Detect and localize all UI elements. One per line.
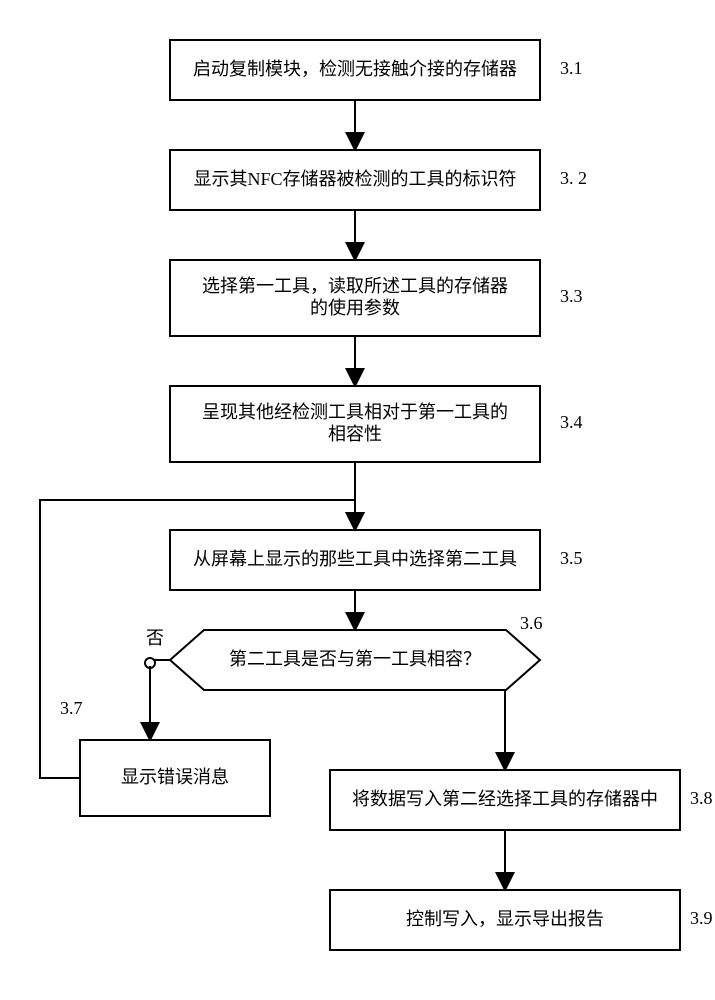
edge-label: 否 (146, 628, 164, 648)
node-text: 显示错误消息 (121, 767, 229, 787)
node-n8: 将数据写入第二经选择工具的存储器中 3.8 (330, 770, 713, 830)
node-text: 显示其NFC存储器被检测的工具的标识符 (193, 169, 516, 189)
node-n1: 启动复制模块，检测无接触介接的存储器 3.1 (170, 40, 583, 100)
node-label: 3.7 (60, 698, 83, 718)
node-text: 相容性 (328, 424, 382, 444)
node-label: 3.4 (560, 412, 583, 432)
node-label: 3. 2 (560, 168, 587, 188)
node-n9: 控制写入，显示导出报告 3.9 (330, 890, 713, 950)
node-text: 的使用参数 (310, 298, 400, 318)
node-label: 3.6 (520, 613, 543, 633)
node-text: 控制写入，显示导出报告 (406, 909, 604, 929)
node-n3: 选择第一工具，读取所述工具的存储器的使用参数 3.3 (170, 260, 583, 336)
node-text: 将数据写入第二经选择工具的存储器中 (352, 789, 658, 809)
node-label: 3.3 (560, 286, 583, 306)
flowchart: 否 启动复制模块，检测无接触介接的存储器 3.1 显示其NFC存储器被检测的工具的标识… (0, 0, 715, 1000)
node-n7: 显示错误消息 3.7 (60, 698, 270, 816)
node-text: 从屏幕上显示的那些工具中选择第二工具 (193, 549, 517, 569)
node-n4: 呈现其他经检测工具相对于第一工具的相容性 3.4 (170, 386, 583, 462)
node-label: 3.1 (560, 58, 583, 78)
node-label: 3.5 (560, 548, 583, 568)
node-text: 呈现其他经检测工具相对于第一工具的 (202, 402, 508, 422)
node-text: 启动复制模块，检测无接触介接的存储器 (193, 59, 517, 79)
node-n5: 从屏幕上显示的那些工具中选择第二工具 3.5 (170, 530, 583, 590)
node-label: 3.8 (690, 788, 713, 808)
node-label: 3.9 (690, 908, 713, 928)
node-text: 第二工具是否与第一工具相容？ (229, 649, 481, 669)
node-n6: 第二工具是否与第一工具相容？ 3.6 (170, 613, 543, 690)
node-n2: 显示其NFC存储器被检测的工具的标识符 3. 2 (170, 150, 587, 210)
node-text: 选择第一工具，读取所述工具的存储器 (202, 276, 508, 296)
